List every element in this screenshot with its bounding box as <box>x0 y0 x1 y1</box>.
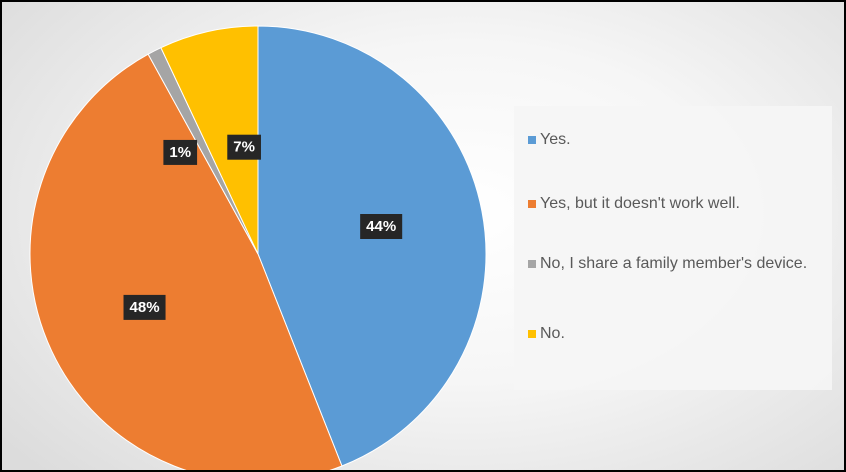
legend-label-share-device: No, I share a family member's device. <box>540 255 808 272</box>
legend-swatch-share-device <box>528 260 536 268</box>
data-label-text-yes: 44% <box>366 218 396 235</box>
legend-swatch-yes-but-not-well <box>528 200 536 208</box>
data-label-box-yes <box>360 214 403 240</box>
legend-item-no: No. <box>528 322 820 346</box>
data-labels: 44% 48% 1% 7% <box>123 134 403 320</box>
data-label-text-yes-but-not-well: 48% <box>130 299 160 316</box>
pie-slices <box>29 25 487 470</box>
data-label-text-share-device: 1% <box>169 144 191 161</box>
data-label-box-no <box>227 134 261 160</box>
legend-label-yes-but-not-well: Yes, but it doesn't work well. <box>540 195 740 212</box>
legend-swatch-yes <box>528 136 536 144</box>
legend-label-yes: Yes. <box>540 131 571 148</box>
legend-label-no: No. <box>540 325 565 342</box>
data-label-box-share-device <box>163 139 198 165</box>
legend-item-yes-but-not-well: Yes, but it doesn't work well. <box>528 192 820 252</box>
data-label-yes: 44% <box>360 214 403 240</box>
data-label-box-yes-but-not-well <box>123 294 166 320</box>
legend-item-share-device: No, I share a family member's device. <box>528 252 820 322</box>
pie-slice-yes-but-not-well <box>29 53 343 470</box>
legend: Yes. Yes, but it doesn't work well. No, … <box>514 106 832 390</box>
pie-slice-yes <box>257 25 487 467</box>
data-label-yes-but-not-well: 48% <box>123 294 166 320</box>
data-label-no: 7% <box>227 134 261 160</box>
data-label-share-device: 1% <box>163 139 198 165</box>
pie-slice-no <box>160 25 259 255</box>
legend-item-yes: Yes. <box>528 128 820 192</box>
legend-swatch-no <box>528 330 536 338</box>
data-label-text-no: 7% <box>233 139 255 156</box>
